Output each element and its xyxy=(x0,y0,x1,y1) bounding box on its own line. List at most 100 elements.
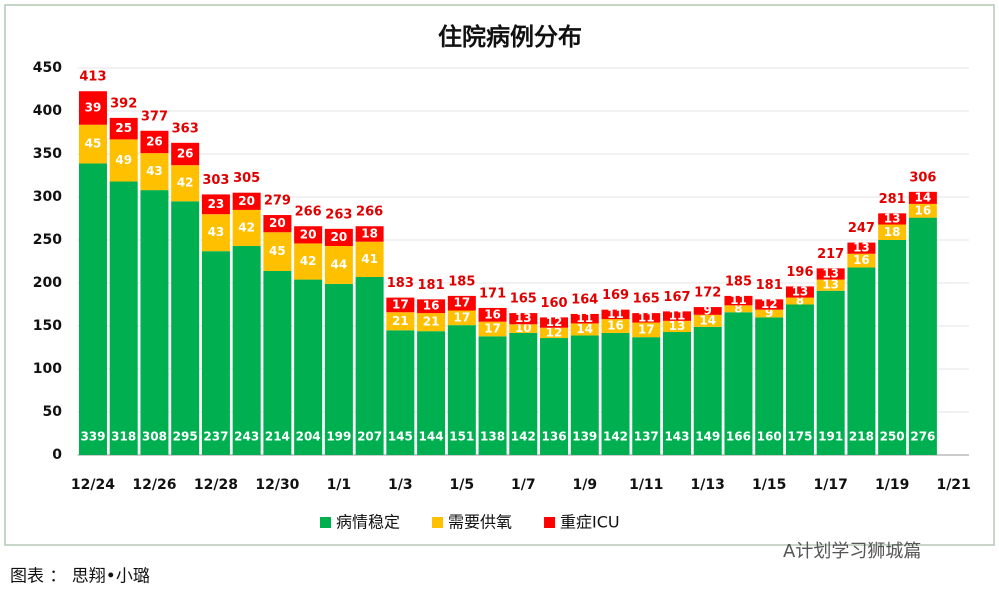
total-label: 413 xyxy=(79,70,106,85)
bar-segment xyxy=(109,181,138,455)
bar-segment xyxy=(324,246,353,284)
value-label: 18 xyxy=(361,226,378,240)
bar-segment xyxy=(324,283,353,455)
value-label: 20 xyxy=(238,194,255,208)
bar-segment xyxy=(724,295,753,306)
value-label: 23 xyxy=(208,197,225,211)
bar-segment xyxy=(755,309,784,318)
total-label: 167 xyxy=(663,290,690,305)
total-label: 172 xyxy=(694,286,721,301)
total-label: 171 xyxy=(479,286,506,301)
value-label: 20 xyxy=(331,230,348,244)
total-label: 266 xyxy=(295,205,322,220)
bar-segment xyxy=(908,203,937,218)
bar-segment xyxy=(324,228,353,247)
bar-segment xyxy=(386,297,415,313)
bar-segment xyxy=(816,268,845,280)
bar-segment xyxy=(509,332,538,455)
total-label: 169 xyxy=(602,288,629,303)
value-label: 20 xyxy=(300,227,317,241)
value-label: 10 xyxy=(515,321,532,335)
bar-segment xyxy=(693,314,722,327)
value-label: 17 xyxy=(453,310,470,324)
bar-segment xyxy=(570,335,599,455)
bar-segment xyxy=(540,317,569,328)
value-label: 175 xyxy=(787,430,812,444)
bar-segment xyxy=(78,124,107,164)
x-tick-label: 1/19 xyxy=(875,477,909,493)
value-label: 199 xyxy=(326,430,351,444)
bar-segment xyxy=(109,117,138,140)
x-tick-label: 1/7 xyxy=(511,477,536,493)
value-label: 26 xyxy=(146,134,163,148)
y-tick-label: 150 xyxy=(33,318,62,334)
value-label: 145 xyxy=(388,430,413,444)
value-label: 144 xyxy=(419,430,444,444)
total-label: 165 xyxy=(633,292,660,307)
value-label: 166 xyxy=(726,430,751,444)
x-tick-label: 12/24 xyxy=(71,477,115,493)
legend-label: 需要供氧 xyxy=(448,513,512,532)
value-label: 207 xyxy=(357,430,382,444)
y-tick-label: 400 xyxy=(33,103,62,119)
bar-segment xyxy=(632,313,661,323)
value-label: 9 xyxy=(704,303,712,317)
value-label: 11 xyxy=(576,311,593,325)
bar-segment xyxy=(724,305,753,313)
bar-segment xyxy=(232,209,261,247)
value-label: 42 xyxy=(300,254,317,268)
value-label: 237 xyxy=(203,430,228,444)
bar-segment xyxy=(878,224,907,240)
value-label: 13 xyxy=(822,278,839,292)
bar-segment xyxy=(816,279,845,291)
total-label: 305 xyxy=(233,171,260,186)
bar-segment xyxy=(847,242,876,254)
value-label: 151 xyxy=(449,430,474,444)
x-tick-label: 12/30 xyxy=(255,477,299,493)
value-label: 17 xyxy=(638,322,655,336)
y-tick-label: 0 xyxy=(52,447,62,463)
total-label: 377 xyxy=(141,109,168,124)
bar-segment xyxy=(601,319,630,333)
bar-segment xyxy=(478,307,507,322)
value-label: 142 xyxy=(511,430,536,444)
total-label: 185 xyxy=(725,274,752,289)
value-label: 16 xyxy=(423,299,440,313)
bar-segment xyxy=(755,299,784,310)
bar-segment xyxy=(509,324,538,333)
bar-segment xyxy=(417,331,446,455)
value-label: 143 xyxy=(664,430,689,444)
value-label: 42 xyxy=(177,176,194,190)
y-tick-label: 50 xyxy=(43,404,63,420)
value-label: 17 xyxy=(484,322,501,336)
value-label: 14 xyxy=(576,322,593,336)
value-label: 25 xyxy=(115,121,132,135)
bar-segment xyxy=(201,251,230,455)
total-label: 263 xyxy=(325,207,352,222)
total-label: 160 xyxy=(540,296,567,311)
bar-segment xyxy=(785,304,814,455)
value-label: 13 xyxy=(853,241,870,255)
bar-segment xyxy=(785,286,814,298)
bar-segment xyxy=(847,253,876,268)
total-label: 303 xyxy=(202,173,229,188)
total-label: 196 xyxy=(786,265,813,280)
bar-segment xyxy=(447,325,476,455)
value-label: 13 xyxy=(669,319,686,333)
bar-segment xyxy=(417,313,446,332)
x-tick-label: 1/21 xyxy=(936,477,970,493)
bar-segment xyxy=(785,297,814,305)
bar-segment xyxy=(693,326,722,455)
value-label: 9 xyxy=(765,306,773,320)
total-label: 266 xyxy=(356,205,383,220)
value-label: 318 xyxy=(111,430,136,444)
legend-label: 病情稳定 xyxy=(336,513,400,532)
y-tick-label: 250 xyxy=(33,232,62,248)
value-label: 12 xyxy=(761,297,778,311)
bar-segment xyxy=(540,338,569,455)
total-label: 217 xyxy=(817,247,844,262)
value-label: 243 xyxy=(234,430,259,444)
total-label: 181 xyxy=(756,278,783,293)
bar-segment xyxy=(447,310,476,326)
